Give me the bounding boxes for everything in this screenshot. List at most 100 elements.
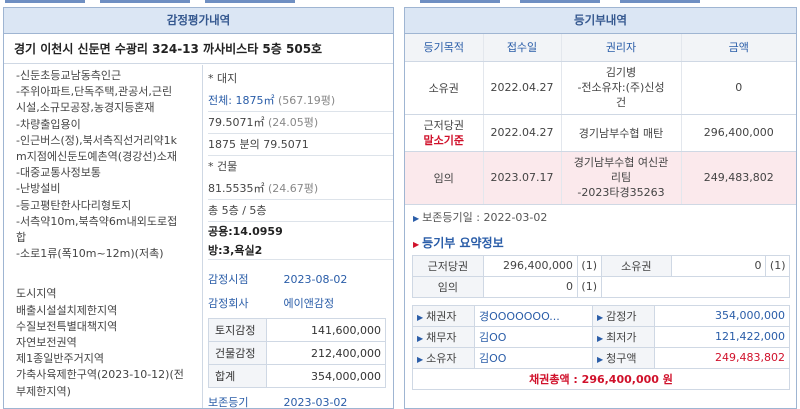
debtor-value: 김OO: [474, 325, 593, 348]
land-total-pyeong: (567.19평): [277, 94, 336, 107]
note-line: -주위아파트,단독주택,관공서,근린: [16, 85, 173, 99]
building-area-value: 81.5535㎡: [208, 182, 265, 195]
empty-cell: [600, 275, 790, 298]
appraisal-date-value: 2023-08-02: [283, 273, 348, 286]
note-line: -소로1류(폭10m~12m)(저촉): [16, 247, 164, 261]
land-fraction: 1875 분의 79.5071: [208, 134, 393, 156]
summary-amount: 0: [671, 254, 767, 277]
owner-value: 김OO: [474, 346, 593, 369]
holder-line: 건: [615, 96, 627, 109]
table-row: 근저당권 296,400,000 (1) 소유권 0 (1): [412, 254, 790, 277]
appraiser-label: 감정회사: [208, 297, 249, 310]
amount-label: 건물감정: [208, 341, 267, 365]
building-rooms: 방:3,욕실2: [208, 241, 393, 260]
summary-count: (1): [576, 275, 602, 298]
amount-label: 토지감정: [208, 318, 267, 342]
amount-label: 합계: [208, 364, 267, 388]
note-line: 도시지역: [16, 287, 57, 301]
summary-count: (1): [576, 254, 602, 277]
note-line: -등고평탄한사다리형토지: [16, 198, 132, 212]
party-label: ▶ 채무자: [412, 325, 475, 348]
table-row: 임의 0 (1): [412, 275, 790, 298]
triangle-bullet-icon: ▶: [413, 213, 420, 223]
building-supply: 공용:14.0959: [208, 225, 283, 238]
top-tab-strip: [0, 0, 800, 3]
appraisal-date-row: 감정시점 2023-08-02: [208, 268, 393, 292]
building-label: * 건물: [208, 160, 238, 173]
debtor-label: 채무자: [426, 330, 457, 344]
party-label: ▶ 채권자: [412, 304, 475, 327]
party-label: ▶ 청구액: [592, 346, 655, 369]
summary-title: 등기부 요약정보: [422, 235, 504, 250]
note-line: 시설,소규모공장,농경지등혼재: [16, 101, 155, 115]
row-date: 2023.07.17: [483, 151, 562, 205]
row-purpose: 근저당권 말소기준: [405, 114, 484, 152]
total-claims: 채권총액 : 296,400,000 원: [412, 367, 790, 390]
preserve-note-text: 보존등기일 : 2022-03-02: [422, 210, 548, 224]
holder-line: 리팀: [610, 171, 632, 184]
row-date: 2022.04.27: [483, 61, 562, 115]
row-holder: 경기남부수협 매탄: [561, 114, 682, 152]
party-label: ▶ 최저가: [592, 325, 655, 348]
land-share-pyeong: (24.05평): [268, 116, 319, 129]
table-row: 근저당권 말소기준 2022.04.27 경기남부수협 매탄 296,400,0…: [405, 114, 796, 152]
row-holder: 김기병 -전소유자:(주)신성 건: [561, 61, 682, 115]
appraisal-price-value: 354,000,000: [654, 304, 790, 327]
note-line: 수질보전특별대책지역: [16, 319, 118, 333]
building-area-pyeong: (24.67평): [268, 182, 319, 195]
amount-value: 354,000,000: [266, 364, 386, 388]
triangle-bullet-icon: ▶: [417, 354, 424, 364]
appraisal-panel-title: 감정평가내역: [4, 8, 393, 34]
building-area: 81.5535㎡ (24.67평): [208, 178, 393, 200]
note-line: [16, 262, 202, 278]
holder-line: 김기병: [605, 66, 637, 79]
creditor-label: 채권자: [426, 309, 457, 323]
summary-label: 임의: [412, 275, 484, 298]
min-price-value: 121,422,000: [654, 325, 790, 348]
land-total: 전체: 1875㎡ (567.19평): [208, 90, 393, 112]
table-row: ▶ 소유자 김OO ▶ 청구액 249,483,802: [412, 346, 790, 369]
purpose-text: 근저당권: [423, 118, 464, 132]
table-row-highlighted: 임의 2023.07.17 경기남부수협 여신관 리팀 -2023타경35263…: [405, 151, 796, 205]
registry-panel: 등기부내역 등기목적 접수일 권리자 금액 소유권 2022.04.27 김기병…: [404, 7, 797, 409]
table-row: ▶ 채권자 경OOOOOOO... ▶ 감정가 354,000,000: [412, 304, 790, 327]
creditor-value[interactable]: 경OOOOOOO...: [474, 304, 593, 327]
column-header: 등기목적: [405, 34, 484, 62]
row-date: 2022.04.27: [483, 114, 562, 152]
registry-panel-title: 등기부내역: [405, 8, 796, 34]
note-line: m지점에신둔도예촌역(경강선)소재: [16, 150, 177, 164]
summary-count: (1): [765, 254, 790, 277]
table-row: ▶ 채무자 김OO ▶ 최저가 121,422,000: [412, 325, 790, 348]
note-line: 합: [16, 231, 27, 245]
table-row: 합계 354,000,000: [208, 364, 386, 388]
registry-table: 등기목적 접수일 권리자 금액 소유권 2022.04.27 김기병 -전소유자…: [405, 34, 796, 205]
table-row: 소유권 2022.04.27 김기병 -전소유자:(주)신성 건 0: [405, 61, 796, 115]
row-amount: 0: [681, 61, 796, 115]
claim-value: 249,483,802: [654, 346, 790, 369]
holder-line: 경기남부수협 여신관: [573, 156, 669, 169]
property-notes: -신둔초등교남동측인근 -주위아파트,단독주택,관공서,근린 시설,소규모공장,…: [4, 65, 203, 408]
appraisal-panel: 감정평가내역 경기 이천시 신둔면 수광리 324-13 까사비스타 5층 50…: [3, 7, 394, 409]
triangle-bullet-icon: ▶: [597, 354, 604, 364]
malso-badge: 말소기준: [423, 133, 464, 147]
table-row: 토지감정 141,600,000: [208, 318, 386, 342]
appraiser-row: 감정회사 에이앤감정: [208, 292, 393, 316]
column-header: 권리자: [561, 34, 682, 62]
appraiser-value[interactable]: 에이앤감정: [283, 297, 335, 310]
preserve-note: ▶ 보존등기일 : 2022-03-02: [405, 205, 796, 231]
note-line: 배출시설설치제한지역: [16, 303, 118, 317]
note-line: 부제한지역): [16, 384, 71, 398]
triangle-bullet-icon: ▶: [597, 333, 604, 343]
note-line: -대중교통사정보통: [16, 166, 101, 180]
amount-value: 141,600,000: [266, 318, 386, 342]
preserve-date: 2023-03-02: [283, 396, 348, 409]
note-line: -인근버스(정),북서측직선거리약1k: [16, 133, 177, 147]
note-line: -난방설비: [16, 182, 61, 196]
note-line: 제1종일반주거지역: [16, 352, 104, 366]
note-line: -신둔초등교남동측인근: [16, 69, 122, 82]
note-line: 가축사육제한구역(2023-10-12)(전: [16, 368, 184, 382]
triangle-bullet-icon: ▶: [413, 239, 420, 249]
registry-summary-table: 근저당권 296,400,000 (1) 소유권 0 (1) 임의 0 (1): [412, 254, 790, 298]
column-header: 금액: [681, 34, 796, 62]
appraisal-date-label: 감정시점: [208, 273, 249, 286]
